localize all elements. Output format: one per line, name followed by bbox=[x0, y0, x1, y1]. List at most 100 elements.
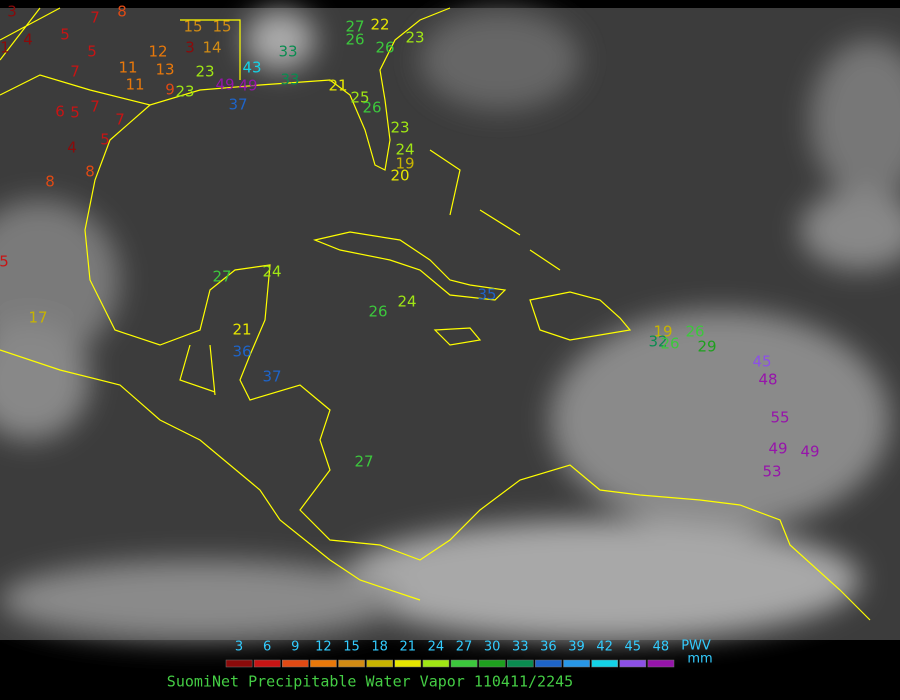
station-value: 7 bbox=[90, 9, 100, 27]
legend-tick-label: 15 bbox=[343, 640, 360, 655]
station-value: 27 bbox=[212, 268, 231, 286]
station-value: 26 bbox=[660, 335, 679, 353]
legend-swatch bbox=[507, 659, 534, 668]
station-value: 5 bbox=[70, 104, 80, 122]
legend-swatch bbox=[450, 659, 478, 668]
station-value: 36 bbox=[232, 343, 251, 361]
legend-tick-label: 9 bbox=[291, 640, 299, 655]
legend-tick-label: 39 bbox=[568, 640, 585, 655]
station-value: 8 bbox=[85, 163, 95, 181]
station-value: 7 bbox=[115, 111, 125, 129]
legend-swatch bbox=[422, 659, 450, 668]
legend-swatch bbox=[338, 659, 365, 668]
station-value: 14 bbox=[202, 39, 221, 57]
station-value: 11 bbox=[118, 59, 137, 77]
legend-swatch bbox=[282, 659, 309, 668]
legend-swatch bbox=[394, 659, 422, 668]
station-value: 29 bbox=[697, 338, 716, 356]
legend-tick-label: 18 bbox=[371, 640, 388, 655]
station-value: 26 bbox=[685, 323, 704, 341]
legend-tick-label: 30 bbox=[484, 640, 501, 655]
legend-swatch bbox=[591, 659, 618, 668]
station-value: 23 bbox=[195, 63, 214, 81]
legend-swatch bbox=[225, 659, 253, 668]
station-value: 7 bbox=[90, 98, 100, 116]
station-value: 19 bbox=[653, 323, 672, 341]
legend-tick-label: 21 bbox=[400, 640, 417, 655]
station-value: 17 bbox=[28, 309, 47, 327]
station-value: 24 bbox=[397, 293, 416, 311]
station-value: 21 bbox=[232, 321, 251, 339]
legend-tick-label: 3 bbox=[235, 640, 243, 655]
station-value: 23 bbox=[175, 83, 194, 101]
station-value: 49 bbox=[800, 443, 819, 461]
station-value: 5 bbox=[0, 253, 9, 271]
station-value: 35 bbox=[477, 286, 496, 304]
station-value: 25 bbox=[350, 89, 369, 107]
station-value: 49 bbox=[768, 440, 787, 458]
legend-swatch bbox=[253, 659, 281, 668]
legend-swatch bbox=[535, 659, 562, 668]
station-value: 26 bbox=[362, 99, 381, 117]
station-value: 5 bbox=[60, 26, 70, 44]
legend-label: PWV bbox=[681, 639, 711, 654]
legend-swatch bbox=[366, 659, 393, 668]
station-value: 1 bbox=[0, 39, 10, 57]
station-value: 23 bbox=[390, 119, 409, 137]
legend-tick-label: 12 bbox=[315, 640, 332, 655]
station-value: 43 bbox=[242, 59, 261, 77]
station-value: 20 bbox=[390, 167, 409, 185]
coastlines bbox=[0, 7, 871, 621]
station-value: 24 bbox=[395, 141, 414, 159]
station-value: 21 bbox=[328, 77, 347, 95]
chart-title: SuomiNet Precipitable Water Vapor 110411… bbox=[167, 673, 573, 691]
legend-tick-label: 48 bbox=[653, 640, 670, 655]
station-value: 32 bbox=[648, 333, 667, 351]
station-value: 19 bbox=[395, 155, 414, 173]
station-value: 6 bbox=[55, 103, 65, 121]
station-value: 22 bbox=[370, 16, 389, 34]
legend-tick-label: 33 bbox=[512, 640, 529, 655]
station-value: 27 bbox=[354, 453, 373, 471]
color-legend: 3 6 9 12 15 18 21 24 27 30 33 36 39 42 45 48 bbox=[225, 640, 675, 668]
station-value: 23 bbox=[405, 29, 424, 47]
station-value: 12 bbox=[148, 43, 167, 61]
station-value: 37 bbox=[262, 368, 281, 386]
station-value: 13 bbox=[155, 61, 174, 79]
station-value: 15 bbox=[212, 18, 231, 36]
legend-tick-label: 45 bbox=[625, 640, 642, 655]
station-value: 33 bbox=[278, 43, 297, 61]
clouds bbox=[0, 10, 900, 640]
legend-swatch bbox=[563, 659, 590, 668]
station-value: 8 bbox=[117, 3, 127, 21]
legend-tick-label: 36 bbox=[540, 640, 557, 655]
legend-tick-label: 42 bbox=[596, 640, 613, 655]
station-value: 27 bbox=[345, 18, 364, 36]
legend-swatch bbox=[310, 659, 337, 668]
station-value: 26 bbox=[375, 39, 394, 57]
station-value: 53 bbox=[762, 463, 781, 481]
station-value: 7 bbox=[70, 63, 80, 81]
station-value: 15 bbox=[183, 18, 202, 36]
legend-tick-label: 27 bbox=[456, 640, 473, 655]
station-value: 55 bbox=[770, 409, 789, 427]
station-value: 49 bbox=[215, 76, 234, 94]
station-value: 49 bbox=[238, 77, 257, 95]
station-value: 45 bbox=[752, 353, 771, 371]
station-value: 4 bbox=[23, 31, 33, 49]
station-value: 5 bbox=[87, 43, 97, 61]
station-value: 5 bbox=[100, 131, 110, 149]
station-value: 9 bbox=[165, 81, 175, 99]
station-value: 3 bbox=[7, 3, 17, 21]
station-value: 3 bbox=[185, 39, 195, 57]
station-value: 11 bbox=[125, 76, 144, 94]
station-value: 26 bbox=[345, 31, 364, 49]
legend-swatch bbox=[647, 659, 675, 668]
legend-tick-label: 24 bbox=[428, 640, 445, 655]
legend-swatch bbox=[478, 659, 506, 668]
station-value: 48 bbox=[758, 371, 777, 389]
legend-swatch bbox=[619, 659, 647, 668]
station-value: 4 bbox=[67, 139, 77, 157]
